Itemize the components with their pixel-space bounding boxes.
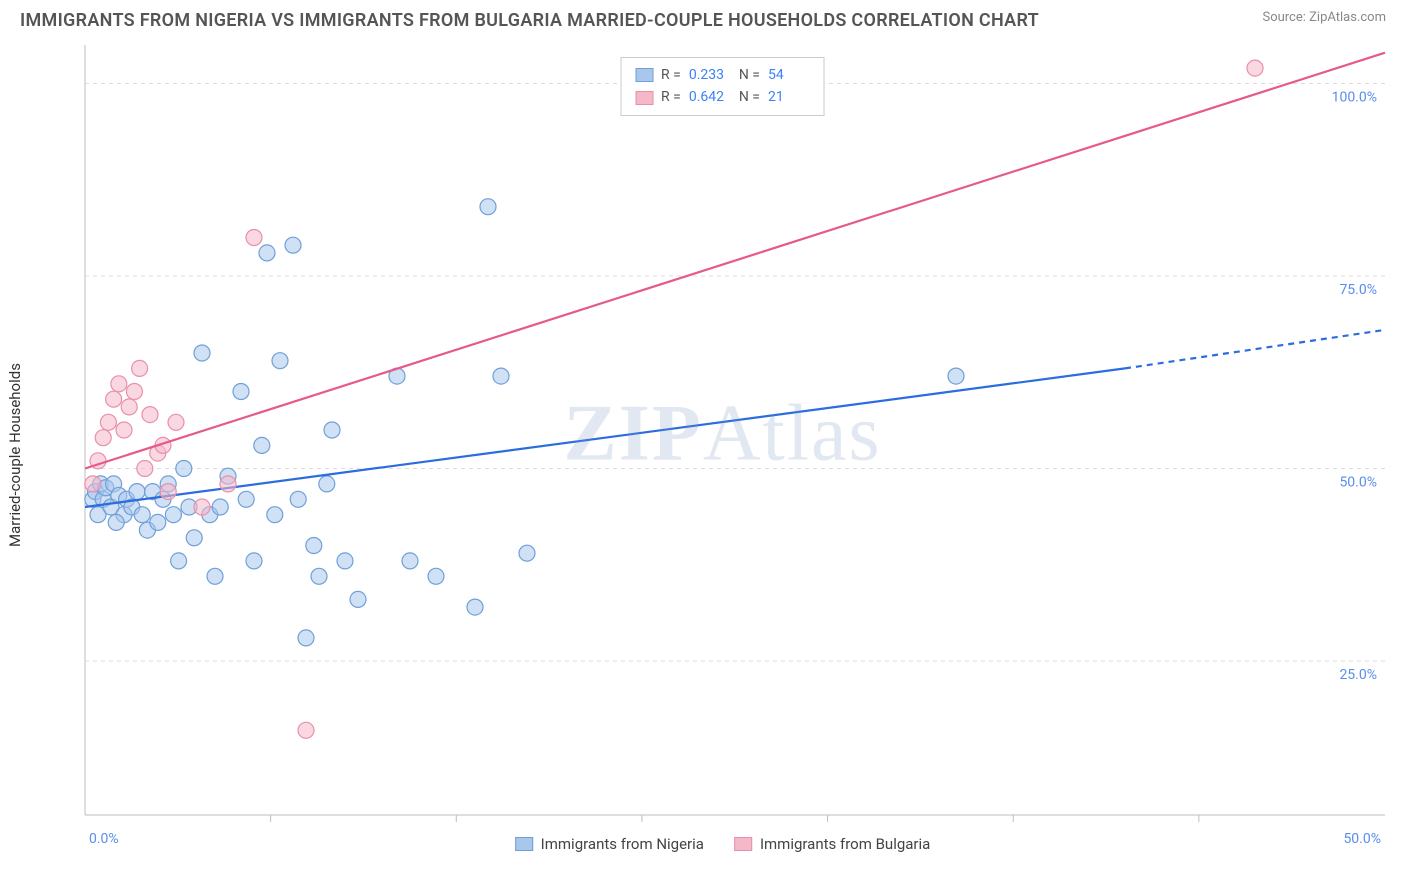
legend-row-nigeria: R = 0.233 N = 54: [635, 64, 810, 86]
n-value-nigeria: 54: [768, 64, 810, 86]
scatter-chart: 25.0% 50.0% 75.0% 100.0% 0.0% 50.0%: [55, 45, 1390, 855]
svg-text:100.0%: 100.0%: [1332, 90, 1377, 106]
swatch-bulgaria: [635, 91, 653, 105]
swatch-nigeria: [635, 68, 653, 82]
swatch-bulgaria-icon: [734, 837, 752, 851]
legend-item-bulgaria: Immigrants from Bulgaria: [734, 835, 930, 853]
legend-label-bulgaria: Immigrants from Bulgaria: [760, 835, 930, 853]
n-value-bulgaria: 21: [768, 86, 810, 108]
legend-item-nigeria: Immigrants from Nigeria: [515, 835, 704, 853]
r-label: R =: [661, 64, 681, 86]
r-value-nigeria: 0.233: [689, 64, 731, 86]
chart-container: 25.0%50.0%75.0%100.0%0.0%50.0% ZIPAtlas …: [55, 45, 1390, 855]
series-legend: Immigrants from Nigeria Immigrants from …: [515, 835, 931, 853]
svg-text:0.0%: 0.0%: [89, 831, 119, 847]
r-value-bulgaria: 0.642: [689, 86, 731, 108]
svg-text:25.0%: 25.0%: [1339, 667, 1377, 683]
svg-text:50.0%: 50.0%: [1343, 831, 1381, 847]
n-label: N =: [739, 64, 760, 86]
chart-title: IMMIGRANTS FROM NIGERIA VS IMMIGRANTS FR…: [20, 10, 1039, 31]
r-label: R =: [661, 86, 681, 108]
n-label: N =: [739, 86, 760, 108]
y-axis-label: Married-couple Households: [6, 363, 24, 547]
correlation-legend: R = 0.233 N = 54 R = 0.642 N = 21: [620, 57, 825, 116]
swatch-nigeria-icon: [515, 837, 533, 851]
svg-text:50.0%: 50.0%: [1339, 475, 1377, 491]
source-label: Source: ZipAtlas.com: [1262, 10, 1386, 25]
legend-row-bulgaria: R = 0.642 N = 21: [635, 86, 810, 108]
legend-label-nigeria: Immigrants from Nigeria: [541, 835, 704, 853]
svg-text:75.0%: 75.0%: [1339, 282, 1377, 298]
